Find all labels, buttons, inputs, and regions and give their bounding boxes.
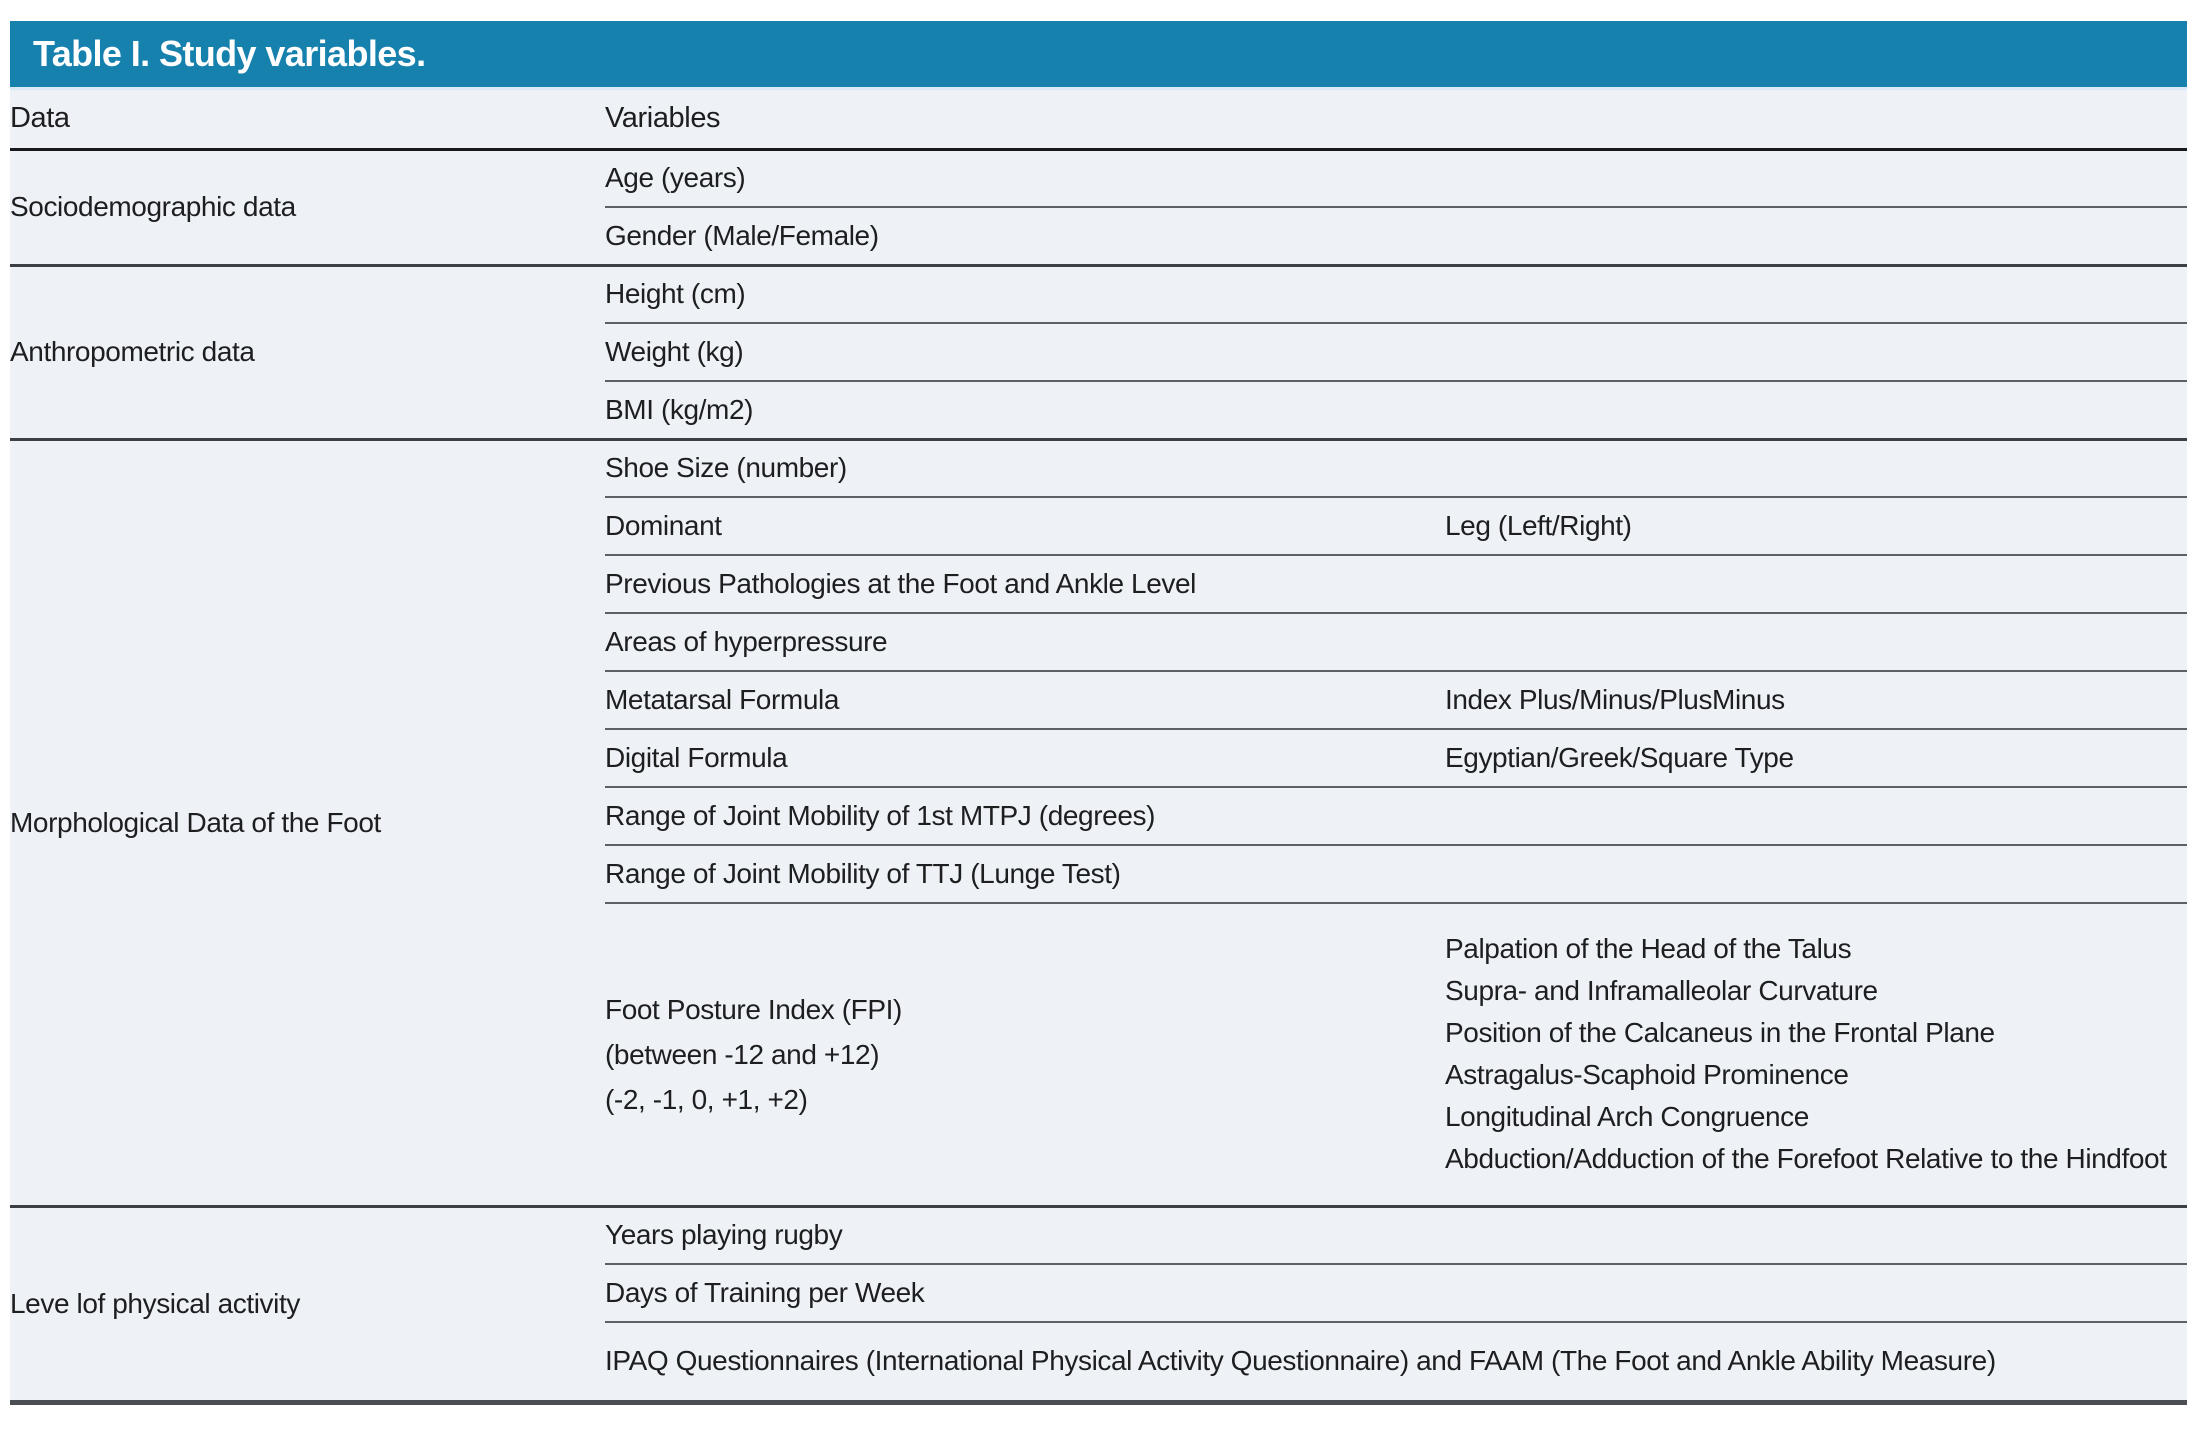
group-label-physical-activity: Leve lof physical activity	[10, 1206, 605, 1405]
fpi-criterion: Astragalus-Scaphoid Prominence	[1445, 1059, 1849, 1091]
variable-cell: Years playing rugby	[605, 1206, 2187, 1265]
fpi-criterion: Position of the Calcaneus in the Frontal…	[1445, 1017, 1995, 1049]
table-row: Metatarsal Formula Index Plus/Minus/Plus…	[10, 671, 2187, 730]
fpi-cell: Foot Posture Index (FPI) (between -12 an…	[605, 903, 1445, 1208]
group-label-morphological: Morphological Data of the Foot	[10, 439, 605, 1208]
table-row: Sociodemographic data Age (years)	[10, 149, 2187, 267]
table-row: Morphological Data of the Foot Shoe Size…	[10, 439, 2187, 1208]
variable-cell: Weight (kg)	[605, 323, 2187, 382]
column-header-variables: Variables	[605, 90, 2187, 151]
table-row: Gender (Male/Female)	[10, 207, 2187, 267]
fpi-line: (-2, -1, 0, +1, +2)	[605, 1083, 808, 1115]
table-row: Anthropometric data Height (cm)	[10, 265, 2187, 441]
table-row: Dominant Leg (Left/Right)	[10, 497, 2187, 556]
table-row: Areas of hyperpressure	[10, 613, 2187, 672]
variable-cell: Previous Pathologies at the Foot and Ank…	[605, 555, 2187, 614]
variable-cell: Shoe Size (number)	[605, 439, 2187, 498]
variable-cell: IPAQ Questionnaires (International Physi…	[605, 1322, 2187, 1405]
group-label-anthropometric: Anthropometric data	[10, 265, 605, 441]
variable-cell: Areas of hyperpressure	[605, 613, 2187, 672]
study-variables-table: Table I. Study variables. Data Variables…	[10, 21, 2187, 1405]
fpi-criterion: Longitudinal Arch Congruence	[1445, 1101, 1809, 1133]
variable-cell: Range of Joint Mobility of TTJ (Lunge Te…	[605, 845, 2187, 904]
variable-cell: Age (years)	[605, 149, 2187, 208]
table-row: Weight (kg)	[10, 323, 2187, 382]
group-label-sociodemographic: Sociodemographic data	[10, 149, 605, 267]
variable-cell: Days of Training per Week	[605, 1264, 2187, 1323]
table-row: IPAQ Questionnaires (International Physi…	[10, 1322, 2187, 1405]
table-row: Range of Joint Mobility of 1st MTPJ (deg…	[10, 787, 2187, 846]
fpi-line: Foot Posture Index (FPI)	[605, 993, 902, 1025]
variable-cell: Range of Joint Mobility of 1st MTPJ (deg…	[605, 787, 2187, 846]
study-table: Data Variables Sociodemographic data Age…	[10, 90, 2187, 1405]
variable-cell: Metatarsal Formula	[605, 671, 1445, 730]
table-row: Days of Training per Week	[10, 1264, 2187, 1323]
fpi-criteria-cell: Palpation of the Head of the Talus Supra…	[1445, 903, 2187, 1208]
table-header-row: Data Variables	[10, 90, 2187, 151]
variable-subcell: Leg (Left/Right)	[1445, 497, 2187, 556]
table-title-bar: Table I. Study variables.	[10, 21, 2187, 90]
fpi-criterion: Palpation of the Head of the Talus	[1445, 933, 1852, 965]
fpi-criterion: Supra- and Inframalleolar Curvature	[1445, 975, 1878, 1007]
table-row: Previous Pathologies at the Foot and Ank…	[10, 555, 2187, 614]
variable-cell: Digital Formula	[605, 729, 1445, 788]
table-row-fpi: Foot Posture Index (FPI) (between -12 an…	[10, 903, 2187, 1208]
table-row: Leve lof physical activity Years playing…	[10, 1206, 2187, 1405]
fpi-line: (between -12 and +12)	[605, 1038, 880, 1070]
table-row: BMI (kg/m2)	[10, 381, 2187, 441]
variable-cell: Dominant	[605, 497, 1445, 556]
table-title: Table I. Study variables.	[33, 33, 426, 74]
variable-cell: Height (cm)	[605, 265, 2187, 324]
variable-subcell: Index Plus/Minus/PlusMinus	[1445, 671, 2187, 730]
variable-subcell: Egyptian/Greek/Square Type	[1445, 729, 2187, 788]
variable-cell: BMI (kg/m2)	[605, 381, 2187, 441]
table-row: Range of Joint Mobility of TTJ (Lunge Te…	[10, 845, 2187, 904]
table-row: Digital Formula Egyptian/Greek/Square Ty…	[10, 729, 2187, 788]
fpi-criterion: Abduction/Adduction of the Forefoot Rela…	[1445, 1143, 2167, 1175]
variable-cell: Gender (Male/Female)	[605, 207, 2187, 267]
column-header-data: Data	[10, 90, 605, 151]
